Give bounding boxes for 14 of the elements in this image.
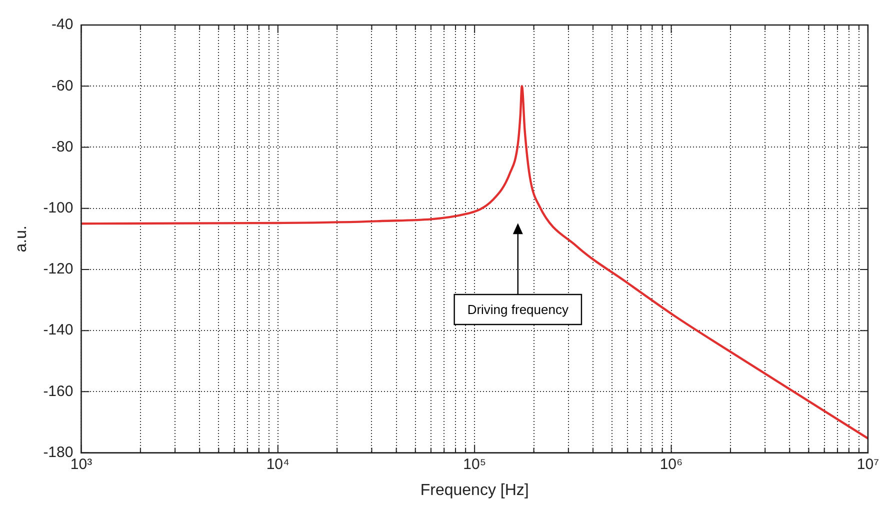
x-tick-label: 10⁴ (266, 456, 290, 473)
x-tick-label: 10⁷ (856, 456, 880, 473)
y-tick-label: -160 (43, 382, 74, 400)
x-tick-label: 10⁶ (660, 456, 683, 473)
y-tick-label: -120 (43, 260, 74, 278)
y-axis-title: a.u. (13, 226, 30, 252)
y-tick-label: -140 (43, 322, 74, 339)
y-tick-label: -40 (52, 16, 74, 34)
annotation: Driving frequency (467, 302, 569, 318)
x-axis-title: Frequency [Hz] (420, 482, 529, 499)
y-tick-label: -100 (43, 199, 74, 216)
y-tick-label: -60 (52, 77, 74, 94)
y-tick-label: -80 (52, 138, 74, 156)
x-tick-label: 10⁵ (463, 456, 486, 473)
